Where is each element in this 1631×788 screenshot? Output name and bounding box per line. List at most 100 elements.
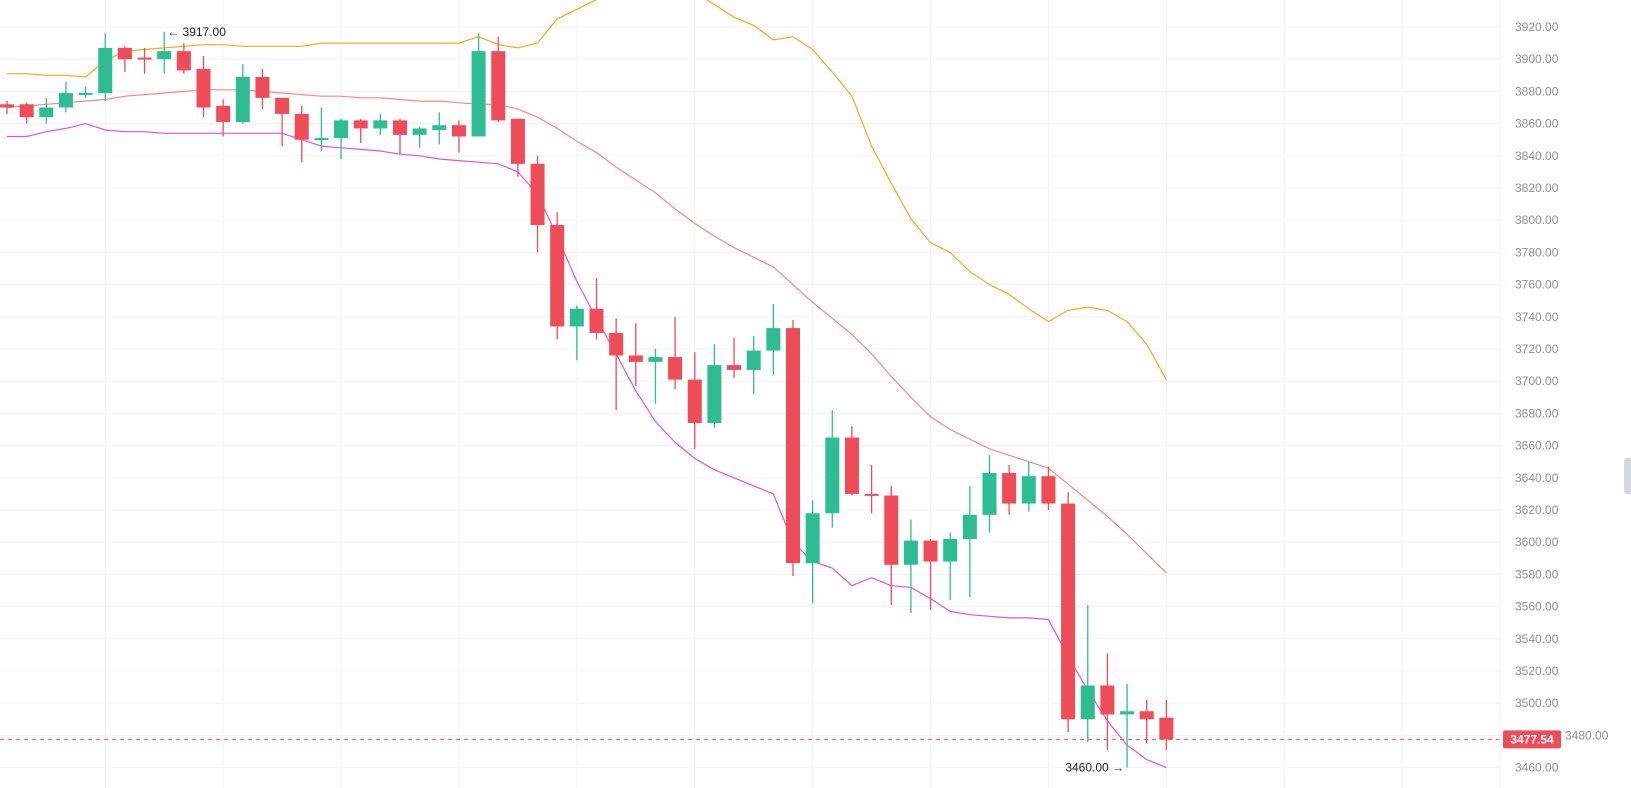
candle-body — [196, 68, 211, 108]
candle-body — [157, 51, 172, 60]
candle — [196, 55, 211, 118]
candle-body — [727, 365, 742, 370]
candle — [393, 118, 407, 155]
candle-body — [1080, 685, 1095, 720]
candle — [923, 538, 938, 610]
candle — [1120, 683, 1135, 768]
candle-body — [314, 138, 329, 141]
candle-body — [786, 328, 800, 564]
candle-body — [58, 93, 73, 108]
candle — [432, 112, 447, 145]
candle-body — [98, 47, 113, 94]
candle-body — [844, 437, 859, 494]
candle-body — [1002, 472, 1017, 504]
candle-body — [275, 97, 290, 114]
candle — [589, 278, 604, 340]
candle — [530, 155, 545, 253]
candle-body — [432, 125, 447, 131]
candle — [884, 485, 899, 605]
candle-body — [412, 128, 427, 135]
y-tick-label: 3460.00 — [1515, 761, 1559, 775]
candle — [373, 113, 388, 135]
candle-body — [648, 357, 663, 362]
bollinger-lower-line — [7, 122, 1167, 769]
candle — [98, 33, 113, 102]
candle — [825, 410, 840, 528]
candle — [805, 500, 820, 604]
candle-body — [117, 47, 132, 60]
y-tick-label: 3920.00 — [1515, 20, 1559, 34]
candle-body — [334, 120, 349, 139]
bollinger-bands — [6, 0, 1167, 769]
candle — [1159, 699, 1174, 750]
candle-body — [1139, 711, 1154, 720]
candle-body — [235, 76, 250, 122]
y-tick-label: 3680.00 — [1515, 406, 1559, 420]
price-axis[interactable]: 3920.00 3900.00 3880.00 3860.00 3840.00 3820.… — [1499, 0, 1609, 788]
y-tick-label: 3820.00 — [1515, 181, 1559, 195]
y-tick-label: 3640.00 — [1515, 471, 1559, 485]
candle — [668, 316, 683, 390]
candle — [117, 46, 132, 73]
candle — [1061, 492, 1076, 733]
candle — [39, 97, 54, 124]
y-tick-label: 3840.00 — [1515, 149, 1559, 163]
candle-body — [530, 163, 545, 226]
candle-body — [746, 350, 761, 370]
candle-body — [962, 514, 977, 539]
last-price-badge — [1503, 730, 1561, 749]
candle — [78, 86, 93, 98]
candle — [687, 352, 702, 449]
candle — [275, 97, 290, 147]
grid-lines — [0, 0, 1500, 788]
scroll-handle[interactable] — [1624, 458, 1631, 494]
candle-body — [628, 355, 643, 362]
candle — [628, 323, 643, 387]
candle — [334, 118, 349, 160]
candle-body — [510, 118, 525, 164]
candle-body — [19, 104, 34, 118]
candle-body — [471, 51, 486, 137]
y-tick-label: 3900.00 — [1515, 52, 1559, 66]
candle — [844, 426, 859, 496]
candle-body — [78, 93, 93, 96]
candle-body — [589, 308, 604, 333]
candle — [235, 64, 250, 124]
y-tick-label: 3760.00 — [1515, 278, 1559, 292]
candle — [864, 464, 879, 514]
candle-body — [294, 113, 309, 140]
last-price-label: 3477.54 — [1510, 732, 1554, 746]
candle — [727, 337, 742, 378]
candle — [19, 102, 34, 124]
candle — [1021, 461, 1036, 512]
candle-body — [1041, 476, 1056, 504]
candle — [746, 336, 761, 395]
y-tick-label: 3800.00 — [1515, 213, 1559, 227]
candle — [1002, 464, 1017, 515]
candle-body — [1120, 711, 1135, 715]
candle-body — [550, 225, 565, 327]
candle-body — [353, 120, 368, 129]
candle-body — [216, 105, 231, 122]
high-marker-label: ← 3917.00 — [167, 25, 226, 39]
candle — [451, 120, 466, 153]
bollinger-upper-line — [7, 0, 1167, 380]
candle — [982, 455, 997, 533]
candle — [255, 68, 270, 110]
y-tick-label: 3880.00 — [1515, 84, 1559, 98]
y-tick-label: 3740.00 — [1515, 310, 1559, 324]
candle-body — [864, 493, 879, 496]
candle — [1100, 653, 1115, 750]
candle-body — [668, 357, 683, 380]
y-tick-label: 3720.00 — [1515, 342, 1559, 356]
candle — [176, 43, 191, 74]
candle-body — [923, 540, 938, 562]
candle — [510, 118, 525, 177]
candle-body — [39, 107, 54, 118]
candle-body — [982, 472, 997, 515]
candle — [216, 99, 231, 137]
candle — [609, 318, 624, 411]
candle-body — [825, 437, 840, 514]
y-tick-label: 3660.00 — [1515, 439, 1559, 453]
